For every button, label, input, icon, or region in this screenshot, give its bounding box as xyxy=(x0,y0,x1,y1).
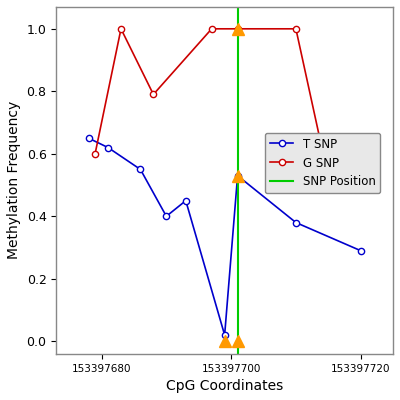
X-axis label: CpG Coordinates: CpG Coordinates xyxy=(166,379,283,393)
Y-axis label: Methylation Frequency: Methylation Frequency xyxy=(7,101,21,260)
Legend: T SNP, G SNP, SNP Position: T SNP, G SNP, SNP Position xyxy=(265,133,380,193)
